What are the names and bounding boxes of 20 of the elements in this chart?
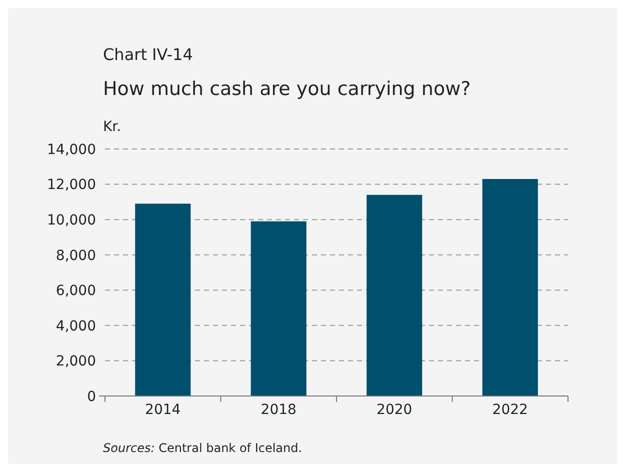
bar	[366, 194, 422, 396]
y-tick-label: 12,000	[47, 177, 96, 194]
y-tick-label: 0	[87, 388, 96, 405]
bar	[482, 178, 538, 396]
x-tick-label: 2020	[376, 402, 412, 418]
y-tick-label: 4,000	[56, 318, 96, 334]
chart-title: Chart IV-14	[103, 45, 193, 64]
source-note: Sources: Central bank of Iceland.	[103, 441, 302, 455]
y-tick-label: 14,000	[47, 142, 96, 158]
x-tick-label: 2014	[145, 402, 181, 418]
chart-subtitle: How much cash are you carrying now?	[103, 78, 471, 100]
bar	[135, 204, 191, 396]
bar	[250, 221, 306, 396]
y-tick-label: 2,000	[56, 354, 96, 370]
x-tick-label: 2018	[260, 402, 296, 418]
y-tick-label: 8,000	[56, 248, 96, 264]
y-tick-label: 10,000	[47, 212, 96, 228]
y-axis-title: Kr.	[103, 119, 122, 135]
y-tick-label: 6,000	[56, 283, 96, 300]
x-tick-label: 2022	[492, 402, 528, 418]
